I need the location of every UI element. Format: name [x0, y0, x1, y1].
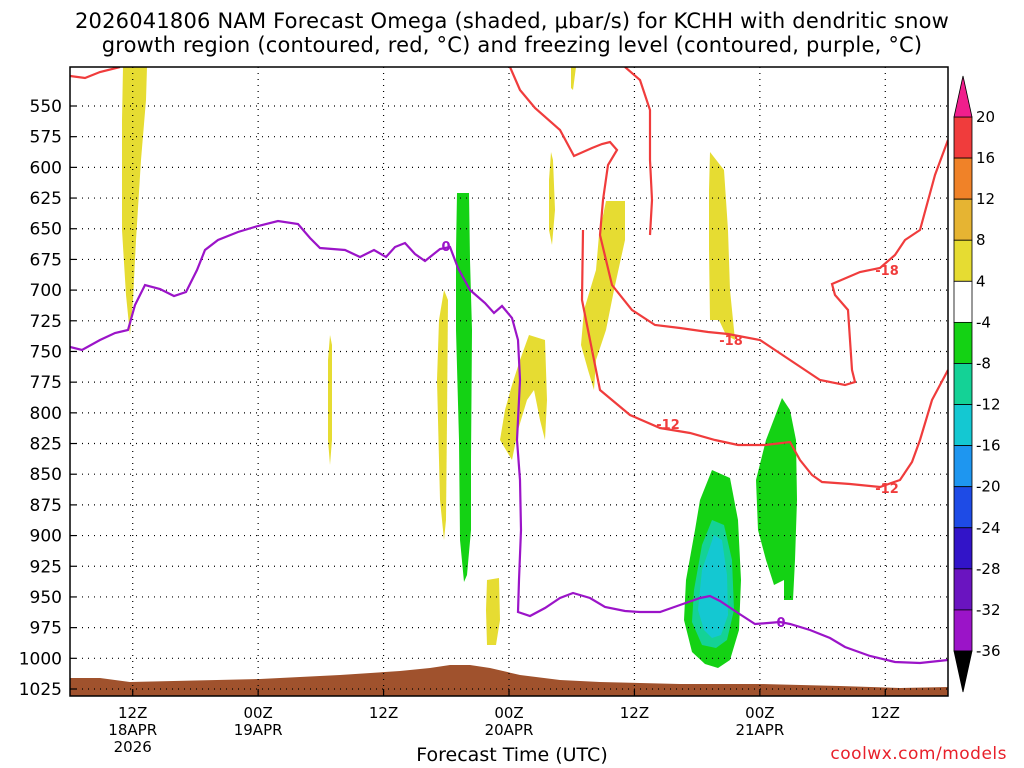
- dgz-contour-minus18: [508, 67, 948, 387]
- omega-region-positive: [581, 201, 625, 390]
- colorbar-bin: [953, 404, 973, 447]
- dgz-contour-minus12: [580, 229, 948, 489]
- colorbar-bin: [953, 239, 973, 282]
- y-axis: 550 575 600 625 650 675 700 725 750 775 800 825 850 8…: [19, 97, 76, 700]
- colorbar-bin: [953, 609, 973, 652]
- y-tick-label: 1000: [19, 649, 62, 669]
- omega-region-positive: [122, 67, 147, 335]
- x-tick-label: 00Z: [243, 704, 272, 722]
- omega-region-negative: [698, 535, 728, 638]
- y-tick-label: 725: [30, 312, 62, 332]
- y-tick-label: 850: [30, 465, 62, 485]
- y-tick-label: 750: [30, 342, 62, 362]
- y-tick-label: 825: [30, 435, 62, 455]
- contour-labels: -18 -18 -12 -12 0 0: [441, 240, 898, 631]
- x-tick-label: 00Z: [745, 704, 774, 722]
- x-tick-label: 00Z: [494, 704, 523, 722]
- omega-region-positive: [549, 152, 555, 245]
- omega-region-positive: [486, 578, 500, 645]
- colorbar-bin: [953, 568, 973, 611]
- chart-title-line-1: 2026041806 NAM Forecast Omega (shaded, μ…: [74, 9, 950, 33]
- colorbar-label: 20: [976, 108, 995, 126]
- x-tick-label: 20APR: [485, 721, 534, 739]
- colorbar-bin: [953, 321, 973, 364]
- x-tick-label: 19APR: [234, 721, 283, 739]
- y-tick-label: 550: [30, 97, 62, 117]
- y-tick-label: 925: [30, 557, 62, 577]
- terrain-fill: [70, 665, 948, 696]
- omega-region-positive: [437, 290, 448, 540]
- dgz-contour-minus18: [624, 67, 654, 236]
- colorbar-bin: [953, 363, 973, 405]
- colorbar-bin: [953, 445, 973, 488]
- colorbar-label: -12: [976, 396, 1001, 414]
- y-tick-label: 800: [30, 404, 62, 424]
- colorbar-label: -8: [976, 354, 991, 372]
- colorbar-bin: [953, 157, 973, 200]
- y-tick-label: 975: [30, 619, 62, 639]
- colorbar-label: -36: [976, 642, 1001, 660]
- contour-label: 0: [776, 616, 785, 631]
- y-tick-label: 875: [30, 496, 62, 516]
- colorbar-label: 8: [976, 231, 986, 249]
- x-axis-title: Forecast Time (UTC): [416, 744, 608, 766]
- colorbar-bin: [953, 198, 973, 241]
- omega-region-positive: [328, 335, 332, 465]
- x-tick-label: 12Z: [369, 704, 398, 722]
- colorbar-bin: [953, 527, 973, 570]
- x-tick-label: 21APR: [735, 721, 784, 739]
- x-tick-label: 18APR: [108, 721, 157, 739]
- colorbar: 20 16 12 8 4 -4 -8 -12 -16 -20 -24 -28 -32 -36: [953, 75, 1001, 693]
- x-tick-label: 12Z: [118, 704, 147, 722]
- colorbar-arrow-top: [953, 75, 973, 118]
- y-tick-label: 600: [30, 158, 62, 178]
- freezing-level-contour: [70, 219, 948, 665]
- colorbar-bin: [953, 280, 973, 323]
- colorbar-label: -32: [976, 601, 1001, 619]
- chart-title-line-2: growth region (contoured, red, °C) and f…: [101, 33, 923, 57]
- omega-region-positive: [571, 67, 576, 90]
- contour-label: -18: [719, 334, 743, 349]
- contour-label: -12: [656, 418, 680, 433]
- colorbar-label: -16: [976, 437, 1001, 455]
- y-tick-label: 575: [30, 128, 62, 148]
- y-tick-label: 675: [30, 250, 62, 270]
- dgz-contour-minus18: [70, 67, 121, 80]
- colorbar-label: 4: [976, 272, 986, 290]
- colorbar-label: -4: [976, 313, 991, 331]
- contour-label: -12: [875, 482, 899, 497]
- y-tick-label: 625: [30, 189, 62, 209]
- y-tick-label: 1025: [19, 680, 62, 700]
- contour-label: -18: [875, 264, 899, 279]
- colorbar-label: -28: [976, 560, 1001, 578]
- omega-region-positive: [500, 335, 547, 460]
- colorbar-label: -24: [976, 519, 1001, 537]
- omega-region-negative: [756, 398, 797, 600]
- colorbar-label: 16: [976, 149, 995, 167]
- omega-region-positive: [709, 152, 735, 340]
- y-tick-label: 700: [30, 281, 62, 301]
- contours: [70, 67, 948, 665]
- x-tick-label: 2026: [114, 738, 152, 756]
- credit-link[interactable]: coolwx.com/models: [830, 744, 1007, 764]
- colorbar-label: 12: [976, 190, 995, 208]
- omega-region-negative: [456, 193, 472, 582]
- omega-shading: [122, 67, 797, 668]
- x-tick-label: 12Z: [620, 704, 649, 722]
- y-tick-label: 775: [30, 373, 62, 393]
- colorbar-arrow-bottom: [953, 650, 973, 693]
- colorbar-label: -20: [976, 478, 1001, 496]
- grid-lines: [70, 67, 948, 696]
- y-tick-label: 650: [30, 220, 62, 240]
- x-tick-label: 12Z: [871, 704, 900, 722]
- colorbar-bin: [953, 116, 973, 159]
- y-tick-label: 950: [30, 588, 62, 608]
- y-tick-label: 900: [30, 527, 62, 547]
- terrain-surface: [70, 665, 948, 696]
- contour-label: 0: [441, 240, 450, 255]
- colorbar-bin: [953, 486, 973, 529]
